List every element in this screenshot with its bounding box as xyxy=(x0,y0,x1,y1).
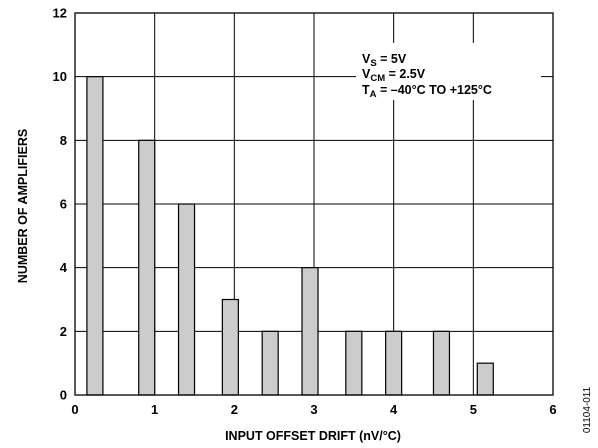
bar-1 xyxy=(138,139,156,396)
x-tick-1: 1 xyxy=(151,402,158,417)
bar-4 xyxy=(261,330,279,396)
condition-vcm: VCM = 2.5V xyxy=(362,67,426,84)
bar-8 xyxy=(432,330,451,396)
y-tick-2: 4 xyxy=(60,260,68,275)
bar-0 xyxy=(86,76,104,396)
bar-2 xyxy=(177,203,196,396)
y-tick-0: 0 xyxy=(60,388,67,403)
y-tick-5: 10 xyxy=(53,69,67,84)
conditions-box xyxy=(356,43,541,100)
figure-id: 01104-011 xyxy=(582,386,593,433)
x-tick-2: 2 xyxy=(231,402,238,417)
y-tick-4: 8 xyxy=(60,133,67,148)
bars xyxy=(86,76,494,396)
x-tick-3: 3 xyxy=(310,402,317,417)
y-tick-1: 2 xyxy=(60,324,67,339)
bar-3 xyxy=(221,298,239,396)
x-tick-0: 0 xyxy=(71,402,78,417)
x-tick-labels: 0 1 2 3 4 5 6 xyxy=(71,402,556,417)
bar-5 xyxy=(301,267,319,396)
x-tick-5: 5 xyxy=(470,402,477,417)
condition-ta: TA = –40°C TO +125°C xyxy=(362,83,492,100)
x-tick-4: 4 xyxy=(390,402,398,417)
x-axis-title: INPUT OFFSET DRIFT (nV/°C) xyxy=(225,429,401,443)
y-tick-3: 6 xyxy=(60,197,67,212)
y-axis-title: NUMBER OF AMPLIFIERS xyxy=(16,129,30,283)
bar-7 xyxy=(385,330,403,396)
y-tick-6: 12 xyxy=(53,6,67,21)
bar-9 xyxy=(476,362,494,396)
x-tick-6: 6 xyxy=(549,402,556,417)
condition-vs: VS = 5V xyxy=(362,52,407,69)
bar-6 xyxy=(345,330,363,396)
y-tick-labels: 0 2 4 6 8 10 12 xyxy=(53,6,68,403)
plot-frame xyxy=(74,12,554,396)
